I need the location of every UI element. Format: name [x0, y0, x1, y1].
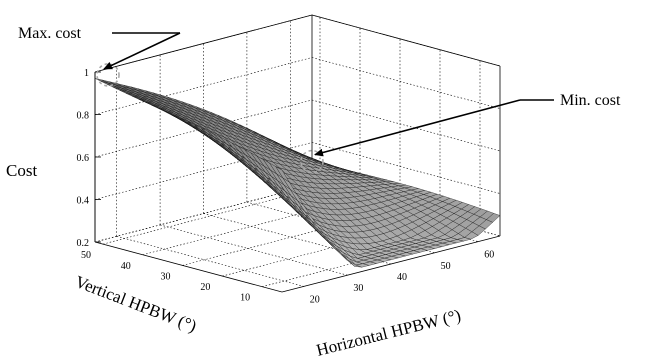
y-tick-label: 40 [121, 261, 131, 272]
x-tick-label: 30 [353, 283, 363, 294]
surface-face [486, 213, 501, 223]
max-cost-arrow [103, 32, 181, 70]
y-tick-label: 50 [81, 250, 91, 261]
wall-grid-z [94, 14, 313, 73]
wall-grid-z [311, 14, 501, 67]
floor-grid-y [182, 208, 401, 266]
x-tick-label: 60 [484, 250, 494, 261]
x-tick-label: 40 [397, 272, 407, 283]
x-tick-label: 20 [310, 294, 320, 305]
y-tick-label: 20 [200, 282, 210, 293]
axis-x-line [281, 235, 501, 293]
surface-mesh [94, 78, 501, 268]
z-tick-label: 0.8 [77, 111, 90, 122]
wall-grid-z [311, 99, 501, 152]
z-tick-label: 1 [84, 68, 89, 79]
min-cost-label: Min. cost [560, 92, 621, 109]
tick-labels: 0.2 0.4 0.6 0.8 1 10 20 30 40 50 20 30 40 50 60 [77, 68, 495, 305]
max-cost-label: Max. cost [18, 25, 82, 42]
y-tick-label: 30 [161, 271, 171, 282]
axis-y-line [94, 241, 283, 293]
axes-box-back [94, 14, 501, 287]
wall-grid-z [311, 57, 501, 109]
z-tick-label: 0.6 [77, 153, 90, 164]
floor-grid-y [142, 197, 361, 256]
floor-grid-x [116, 236, 304, 287]
z-tick-label: 0.2 [77, 238, 90, 249]
floor-grid-y [222, 219, 441, 277]
y-tick-label: 10 [240, 293, 250, 304]
wall-grid-z [311, 142, 501, 194]
min-cost-arrow [314, 99, 521, 157]
z-tick-label: 0.4 [77, 196, 90, 207]
annotations: Max. cost Min. cost [18, 25, 621, 174]
min-cost-marker [300, 149, 324, 174]
z-axis-label: Cost [6, 161, 37, 180]
y-axis-label: Vertical HPBW (°) [73, 272, 200, 336]
max-cost-marker [96, 63, 120, 87]
x-tick-label: 50 [441, 261, 451, 272]
x-axis-label: Horizontal HPBW (°) [314, 306, 462, 358]
floor-grid-x [160, 224, 348, 276]
